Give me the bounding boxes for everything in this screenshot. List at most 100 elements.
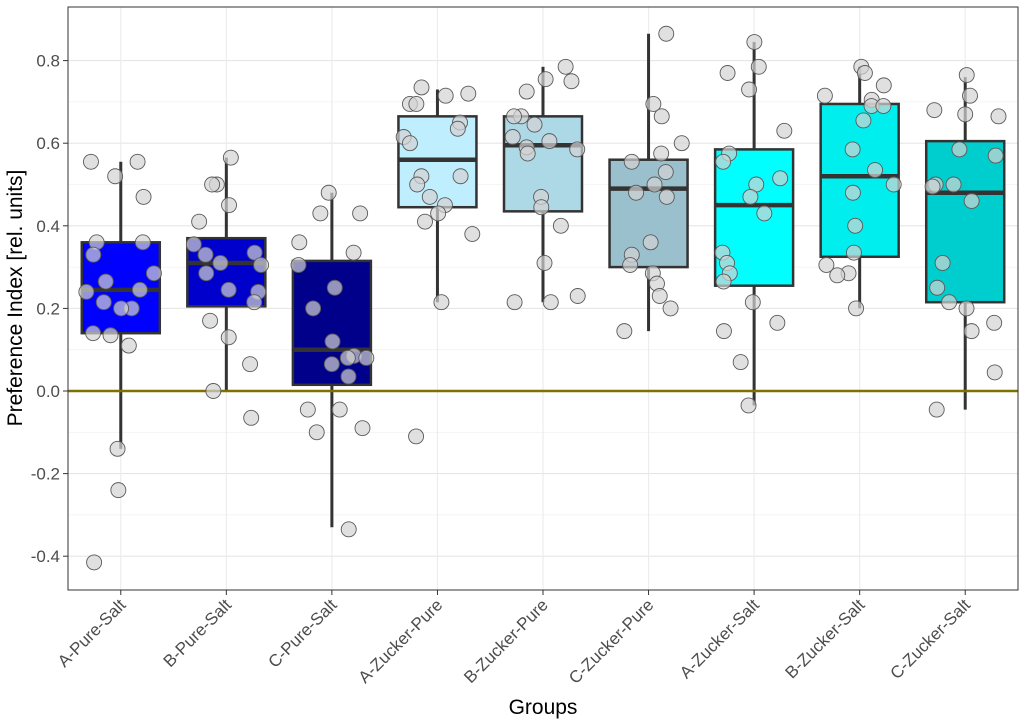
data-point	[222, 149, 239, 166]
data-point	[526, 116, 543, 133]
data-point	[844, 141, 861, 158]
data-point	[331, 401, 348, 418]
data-point	[452, 168, 469, 185]
data-point	[740, 397, 757, 414]
data-point	[421, 188, 438, 205]
data-point	[986, 314, 1003, 331]
data-point	[569, 288, 586, 304]
data-point	[744, 294, 761, 311]
data-point	[628, 184, 645, 201]
data-point	[673, 135, 690, 152]
data-point	[934, 255, 951, 271]
y-tick-label: -0.4	[31, 547, 60, 566]
data-point	[855, 112, 872, 129]
x-axis-title: Groups	[509, 696, 578, 719]
data-point	[651, 288, 668, 304]
data-point	[646, 176, 663, 193]
data-point	[816, 87, 833, 104]
data-point	[402, 135, 418, 152]
data-point	[772, 170, 789, 187]
data-point	[504, 129, 521, 145]
data-point	[299, 401, 316, 418]
data-point	[962, 87, 978, 104]
data-point	[352, 205, 369, 222]
data-point	[326, 279, 343, 296]
data-point	[220, 329, 237, 346]
data-point	[129, 153, 146, 170]
data-point	[848, 300, 865, 317]
data-point	[924, 178, 941, 195]
data-point	[986, 364, 1003, 381]
data-point	[449, 120, 466, 137]
data-point	[246, 244, 263, 261]
data-point	[926, 102, 943, 119]
data-point	[541, 133, 558, 150]
data-point	[963, 323, 980, 340]
data-point	[135, 188, 152, 205]
data-point	[358, 350, 375, 366]
data-point	[622, 257, 639, 273]
data-point	[308, 424, 325, 441]
data-point	[987, 147, 1004, 164]
data-point	[413, 79, 430, 96]
y-tick-label: 0.4	[36, 217, 60, 236]
data-point	[958, 300, 975, 317]
data-point	[658, 25, 675, 42]
data-point	[134, 234, 151, 251]
data-point	[533, 199, 550, 216]
data-point	[928, 401, 945, 418]
data-point	[616, 323, 633, 340]
data-point	[518, 83, 535, 100]
data-point	[844, 184, 861, 201]
data-point	[312, 205, 329, 222]
data-point	[339, 350, 356, 366]
box-series	[80, 33, 1006, 528]
data-point	[569, 141, 586, 158]
data-point	[246, 294, 263, 311]
data-point	[506, 294, 523, 311]
data-point	[662, 300, 679, 317]
data-point	[191, 213, 208, 230]
data-point	[83, 153, 99, 170]
data-point	[847, 217, 864, 234]
data-point	[242, 356, 259, 373]
data-point	[291, 234, 308, 251]
data-point	[653, 145, 670, 162]
data-point	[354, 420, 371, 437]
data-point	[243, 409, 260, 426]
data-point	[95, 294, 112, 311]
data-point	[750, 58, 767, 75]
y-tick-label: -0.2	[31, 465, 60, 484]
box-rect	[924, 139, 1006, 304]
data-point	[220, 281, 237, 298]
data-point	[732, 354, 749, 371]
data-point	[818, 257, 835, 273]
data-point	[408, 428, 425, 445]
data-point	[198, 265, 215, 282]
data-point	[464, 226, 481, 243]
data-point	[715, 323, 732, 340]
data-point	[519, 145, 536, 162]
data-point	[102, 327, 119, 344]
y-axis-ticks: -0.4 -0.2 0.0 0.2 0.4 0.6 0.8	[31, 52, 68, 566]
data-point	[78, 283, 95, 300]
y-tick-label: 0.2	[36, 299, 60, 318]
data-point	[145, 265, 162, 282]
data-point	[345, 244, 362, 261]
data-point	[340, 368, 357, 385]
data-point	[929, 279, 946, 296]
data-point	[212, 255, 229, 271]
data-point	[107, 168, 124, 185]
data-point	[340, 521, 357, 538]
data-point	[86, 554, 103, 571]
data-point	[657, 164, 674, 181]
data-point	[85, 246, 102, 263]
data-point	[185, 236, 202, 253]
y-axis-title: Preference Index [rel. units]	[4, 170, 27, 427]
data-point	[85, 325, 102, 342]
data-point	[430, 205, 447, 222]
data-point	[323, 356, 340, 373]
data-point	[120, 337, 137, 354]
data-point	[305, 300, 322, 317]
